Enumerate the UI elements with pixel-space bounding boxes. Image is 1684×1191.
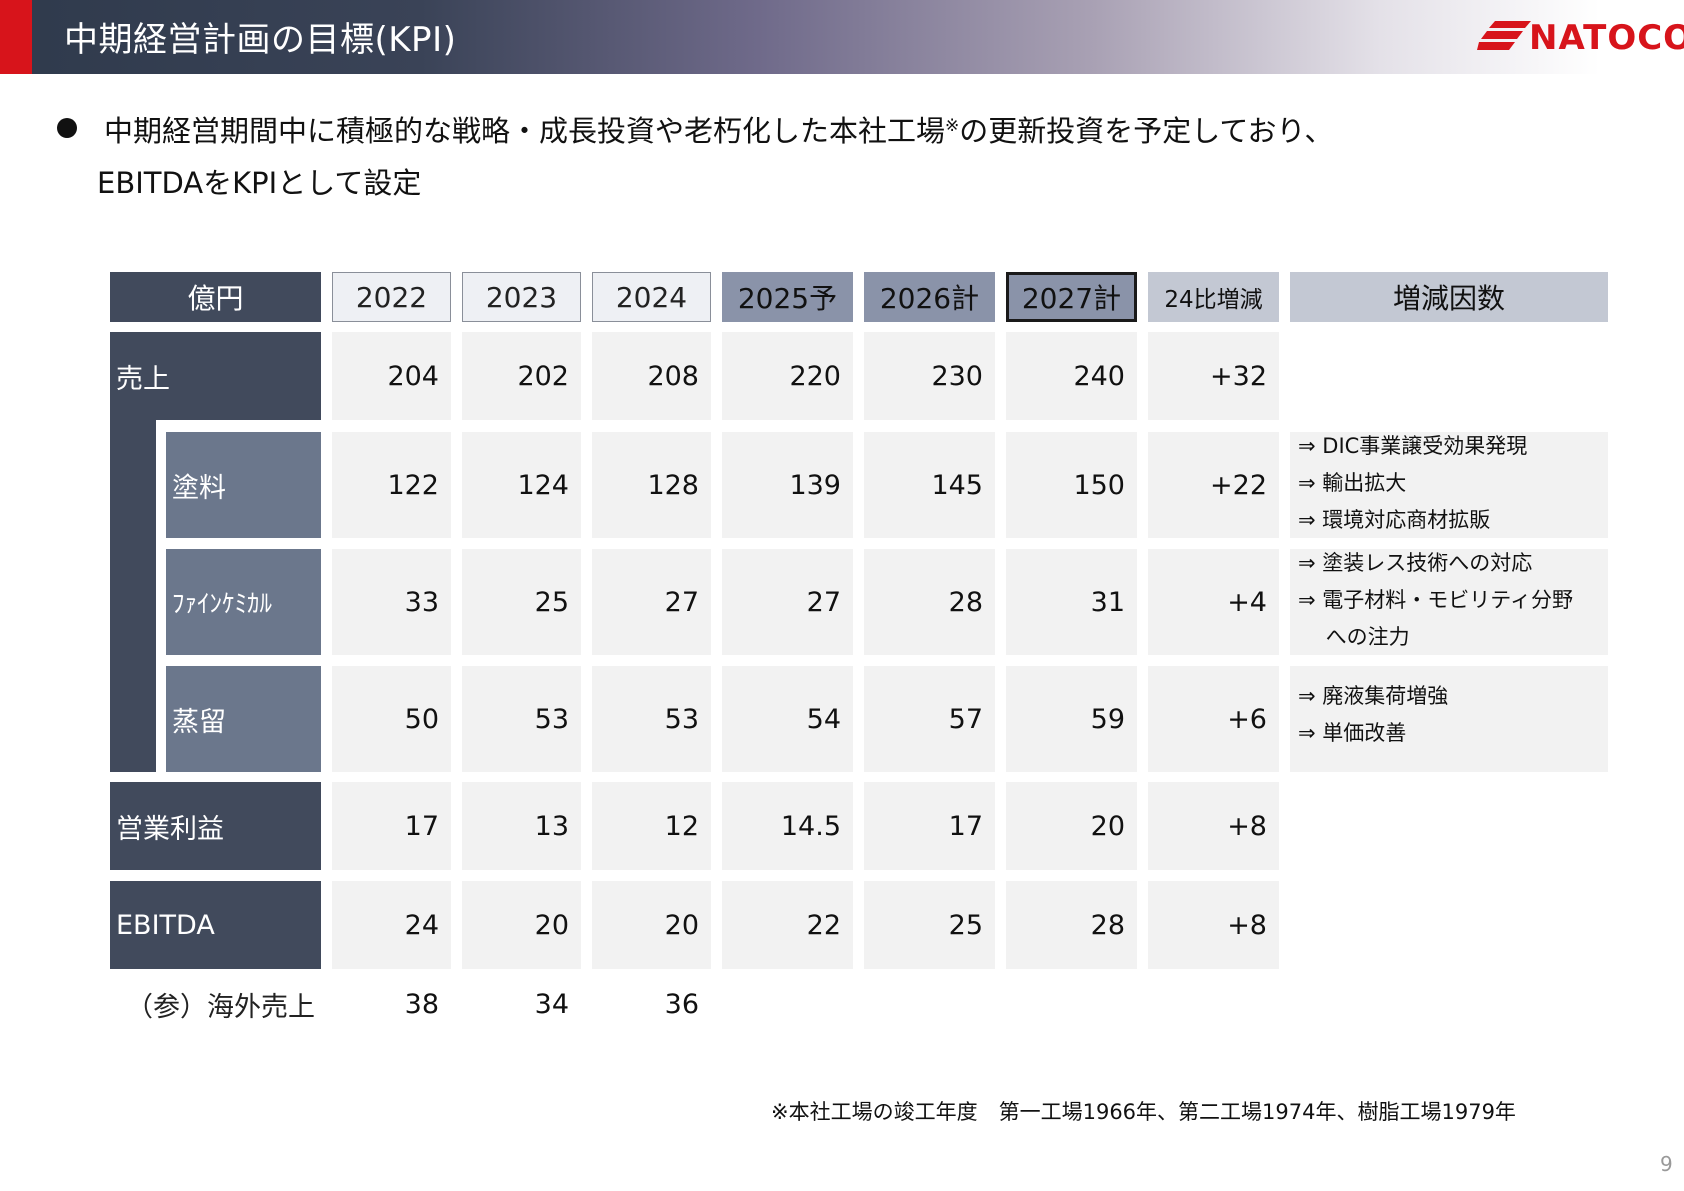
header-band (0, 0, 1684, 74)
factor-list-finechem: ⇒ 塗装レス技術への対応 ⇒ 電子材料・モビリティ分野 への注力 (1290, 549, 1608, 655)
segment-bracket (110, 420, 156, 772)
page-title: 中期経営計画の目標(KPI) (64, 20, 457, 60)
header-2026: 2026計 (864, 272, 995, 322)
factor-item: ⇒ 廃液集荷増強 (1298, 684, 1449, 708)
header-2024: 2024 (592, 272, 711, 322)
table-cell: 128 (592, 432, 711, 538)
table-cell: 13 (462, 782, 581, 870)
factor-list-distill: ⇒ 廃液集荷増強 ⇒ 単価改善 (1290, 666, 1608, 772)
factor-item: ⇒ DIC事業譲受効果発現 (1298, 434, 1528, 458)
table-cell: 31 (1006, 549, 1137, 655)
factor-item: ⇒ 塗装レス技術への対応 (1298, 551, 1533, 575)
row-label-sales: 売上 (110, 332, 321, 420)
table-cell: 20 (592, 881, 711, 969)
table-cell: 202 (462, 332, 581, 420)
page-number: 9 (1660, 1152, 1673, 1176)
table-cell: 34 (534, 988, 569, 1020)
table-cell: 25 (864, 881, 995, 969)
natoco-logo: NATOCO (1477, 18, 1684, 58)
logo-text: NATOCO (1529, 18, 1684, 58)
row-label-distill: 蒸留 (166, 666, 321, 772)
row-label-overseas: （参）海外売上 (126, 991, 315, 1023)
table-cell: 36 (664, 988, 699, 1020)
table-cell: 17 (332, 782, 451, 870)
table-cell: 38 (404, 988, 439, 1020)
table-cell: 25 (462, 549, 581, 655)
header-change: 24比増減 (1148, 272, 1279, 322)
table-cell: 17 (864, 782, 995, 870)
table-cell: 220 (722, 332, 853, 420)
header-accent-bar (0, 0, 32, 74)
table-cell: 20 (1006, 782, 1137, 870)
bullet-line-1: 中期経営期間中に積極的な戦略・成長投資や老朽化した本社工場※の更新投資を予定して… (104, 108, 1333, 150)
table-cell: +4 (1148, 549, 1279, 655)
table-cell: 50 (332, 666, 451, 772)
table-cell: 208 (592, 332, 711, 420)
table-cell: 145 (864, 432, 995, 538)
footnote: ※本社工場の竣工年度 第一工場1966年、第二工場1974年、樹脂工場1979年 (771, 1100, 1516, 1124)
table-cell: 27 (722, 549, 853, 655)
table-cell: 150 (1006, 432, 1137, 538)
header-2025: 2025予 (722, 272, 853, 322)
table-cell: 124 (462, 432, 581, 538)
table-cell: +6 (1148, 666, 1279, 772)
factor-item: ⇒ 環境対応商材拡販 (1298, 508, 1491, 532)
table-cell: 53 (592, 666, 711, 772)
table-cell: 33 (332, 549, 451, 655)
row-label-paint: 塗料 (166, 432, 321, 538)
factor-item: ⇒ 輸出拡大 (1298, 471, 1407, 495)
factor-item: への注力 (1298, 625, 1410, 649)
header-factors: 増減因数 (1290, 272, 1608, 322)
footnote-mark: ※ (945, 116, 960, 136)
table-cell: 20 (462, 881, 581, 969)
table-cell: 54 (722, 666, 853, 772)
bullet-line-2: EBITDAをKPIとして設定 (97, 166, 422, 200)
table-cell: 28 (864, 549, 995, 655)
factor-item: ⇒ 電子材料・モビリティ分野 (1298, 588, 1574, 612)
table-cell: 230 (864, 332, 995, 420)
bullet-icon (57, 118, 77, 138)
factor-list-paint: ⇒ DIC事業譲受効果発現 ⇒ 輸出拡大 ⇒ 環境対応商材拡販 (1290, 432, 1608, 538)
header-2027: 2027計 (1006, 272, 1137, 322)
logo-mark-icon (1477, 21, 1531, 50)
table-cell: +22 (1148, 432, 1279, 538)
table-cell: 139 (722, 432, 853, 538)
header-2023: 2023 (462, 272, 581, 322)
table-cell: 59 (1006, 666, 1137, 772)
header-unit: 億円 (110, 272, 321, 322)
table-cell: +8 (1148, 782, 1279, 870)
table-cell: 53 (462, 666, 581, 772)
table-cell: 12 (592, 782, 711, 870)
table-cell: 24 (332, 881, 451, 969)
bullet-text-b: の更新投資を予定しており、 (959, 114, 1334, 148)
table-cell: 122 (332, 432, 451, 538)
table-cell: 204 (332, 332, 451, 420)
table-cell: 28 (1006, 881, 1137, 969)
table-cell: 22 (722, 881, 853, 969)
factor-item: ⇒ 単価改善 (1298, 721, 1407, 745)
table-cell: +8 (1148, 881, 1279, 969)
row-label-op-profit: 営業利益 (110, 782, 321, 870)
table-cell: 14.5 (722, 782, 853, 870)
bullet-text-a: 中期経営期間中に積極的な戦略・成長投資や老朽化した本社工場 (104, 114, 946, 148)
table-cell: 57 (864, 666, 995, 772)
row-label-ebitda: EBITDA (110, 881, 321, 969)
header-2022: 2022 (332, 272, 451, 322)
table-cell: 27 (592, 549, 711, 655)
table-cell: 240 (1006, 332, 1137, 420)
table-cell: +32 (1148, 332, 1279, 420)
row-label-finechem: ﾌｧｲﾝｹﾐｶﾙ (166, 549, 321, 655)
